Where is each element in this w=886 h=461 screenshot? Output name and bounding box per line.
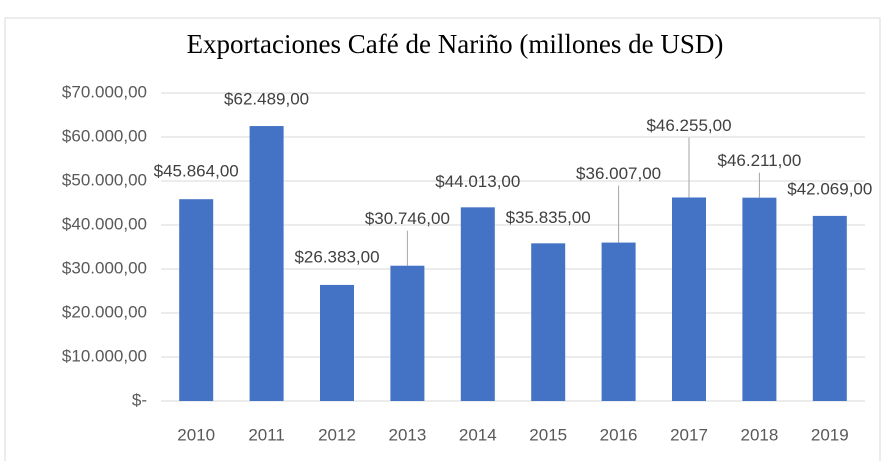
bar	[531, 243, 566, 401]
y-tick-label: $30.000,00	[62, 258, 147, 277]
bar	[601, 242, 636, 401]
y-tick-label: $-	[132, 390, 147, 409]
bar	[249, 126, 284, 401]
x-tick-label: 2015	[529, 425, 567, 444]
x-tick-label: 2013	[388, 425, 426, 444]
y-tick-label: $70.000,00	[62, 82, 147, 101]
data-label: $26.383,00	[294, 247, 379, 266]
y-tick-label: $50.000,00	[62, 170, 147, 189]
x-tick-label: 2019	[811, 425, 849, 444]
x-tick-label: 2011	[248, 425, 285, 444]
bar	[672, 197, 706, 401]
x-tick-label: 2010	[177, 425, 215, 444]
bar	[812, 215, 847, 401]
bar	[320, 284, 354, 401]
x-tick-label: 2016	[600, 425, 638, 444]
chart-frame	[4, 17, 881, 461]
bar	[179, 199, 214, 401]
x-tick-label: 2018	[740, 425, 778, 444]
data-label: $30.746,00	[365, 209, 450, 228]
x-tick-label: 2012	[318, 425, 356, 444]
data-label: $36.007,00	[576, 164, 661, 183]
y-tick-label: $60.000,00	[62, 126, 147, 145]
y-tick-label: $40.000,00	[62, 214, 147, 233]
chart-title: Exportaciones Café de Nariño (millones d…	[187, 29, 724, 59]
data-label: $44.013,00	[435, 172, 520, 191]
y-tick-label: $10.000,00	[62, 346, 147, 365]
bar	[742, 197, 777, 401]
x-tick-label: 2017	[670, 425, 708, 444]
data-label: $35.835,00	[506, 208, 591, 227]
data-label: $46.255,00	[646, 116, 731, 135]
data-label: $62.489,00	[224, 90, 309, 109]
x-tick-label: 2014	[459, 425, 497, 444]
data-label: $45.864,00	[154, 162, 239, 181]
bar	[460, 207, 495, 401]
data-label: $46.211,00	[717, 151, 801, 170]
bar	[390, 265, 425, 401]
data-label: $42.069,00	[787, 179, 872, 198]
y-tick-label: $20.000,00	[62, 302, 147, 321]
